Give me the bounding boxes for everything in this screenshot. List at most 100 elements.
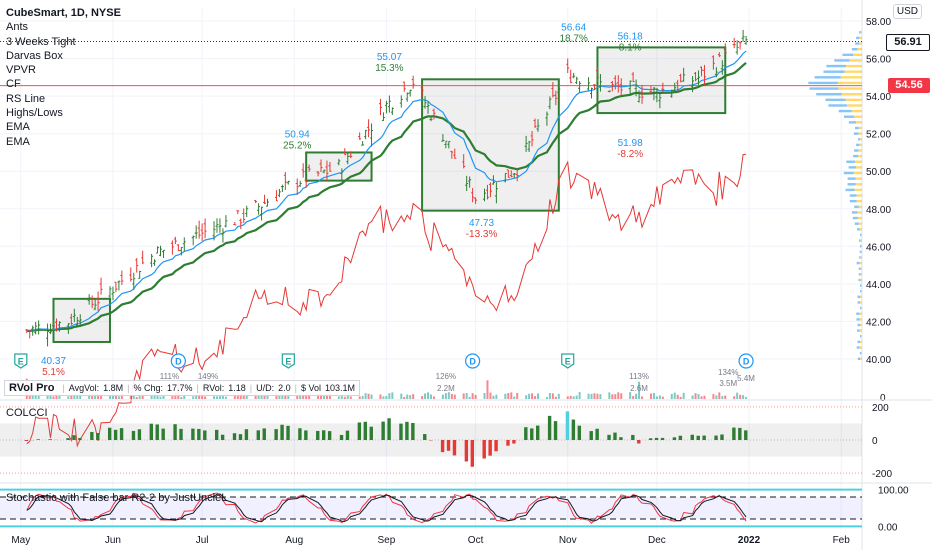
colcci-bar	[720, 434, 724, 440]
annotation-high: 56.64	[561, 23, 586, 34]
colcci-bar	[405, 421, 409, 440]
chart-title: CubeSmart, 1D, NYSE	[6, 7, 121, 19]
vpvr-bar-up	[860, 290, 862, 293]
colcci-bar	[137, 429, 142, 440]
vpvr-bar-up	[858, 273, 861, 276]
earnings-marker	[14, 353, 28, 369]
indicator-ema-2[interactable]: EMA	[6, 135, 30, 148]
volume-bar	[679, 396, 682, 399]
volume-bar	[337, 396, 340, 399]
event-marker-label: E	[18, 357, 24, 367]
indicator-ema-1[interactable]: EMA	[6, 121, 30, 134]
y-tick-label: 58.00	[866, 17, 891, 28]
volume-bar	[430, 394, 432, 399]
volume-bar	[385, 396, 388, 399]
vpvr-bar-down	[860, 323, 862, 327]
volume-bar	[649, 393, 652, 399]
vpvr-bar-down	[837, 81, 862, 85]
indicator-cf[interactable]: CF	[6, 78, 21, 91]
rvol-dollar-vol-value: 103.1M	[325, 383, 356, 393]
colcci-bar	[197, 428, 201, 440]
vpvr-bar-down	[858, 132, 862, 135]
colcci-bar	[36, 439, 41, 440]
vpvr-bar-down	[856, 121, 862, 124]
colcci-bar	[274, 429, 278, 440]
volume-bar	[263, 393, 266, 399]
vpvr-bar-down	[860, 267, 862, 270]
volume-bar	[204, 396, 207, 399]
vpvr-bar-up	[852, 216, 858, 220]
indicator-rs-line[interactable]: RS Line	[6, 92, 46, 105]
event-marker-label: D	[469, 357, 476, 367]
vpvr-bar-down	[857, 216, 862, 220]
indicator-vpvr[interactable]: VPVR	[6, 64, 36, 77]
volume-bar	[46, 393, 49, 399]
y-tick-label: 50.00	[866, 167, 891, 178]
volume-bar	[52, 396, 55, 399]
volume-bar	[632, 396, 635, 399]
colcci-bar	[220, 434, 225, 440]
volume-bar	[566, 396, 569, 399]
stochastic-tick-label: 0.00	[878, 522, 898, 533]
vpvr-bar-down	[855, 183, 862, 186]
volume-bar	[31, 393, 34, 399]
volume-bar	[132, 394, 135, 399]
vpvr-bar-up	[857, 301, 860, 304]
volume-bar	[180, 396, 183, 399]
volume-bar	[49, 393, 52, 399]
volume-bar	[391, 392, 394, 399]
vpvr-bar-down	[860, 31, 862, 34]
currency-button[interactable]: USD	[892, 4, 922, 19]
vpvr-bar-up	[858, 138, 861, 141]
stochastic-pane-label[interactable]: Stochastic with False bar R2-2 by JustUn…	[6, 492, 228, 504]
colcci-bar	[672, 437, 677, 440]
volume-bar	[736, 392, 739, 399]
volume-bar	[673, 392, 676, 399]
vpvr-bar-up	[847, 177, 856, 180]
volume-bar	[242, 394, 245, 399]
vpvr-bar-up	[857, 340, 860, 344]
vpvr-bar-up	[816, 93, 842, 96]
volume-bar	[117, 396, 120, 399]
volume-bar	[97, 394, 100, 399]
volume-bar	[320, 393, 323, 399]
annotation-pct_down: -8.2%	[617, 149, 643, 160]
indicator-ants[interactable]: Ants	[6, 21, 29, 34]
volume-bar	[465, 393, 468, 399]
volume-label: 2.2M	[437, 384, 455, 393]
volume-bar	[100, 394, 103, 399]
volume-bar	[245, 395, 248, 399]
colcci-bar	[660, 437, 665, 440]
vpvr-bar-up	[849, 199, 857, 203]
volume-bar	[218, 396, 221, 399]
volume-bar	[361, 395, 364, 399]
colcci-bar	[654, 437, 659, 440]
colcci-bar	[232, 433, 237, 440]
vpvr-bar-down	[861, 306, 862, 310]
volume-bar	[557, 393, 560, 399]
volume-bar	[444, 393, 447, 399]
indicator-darvas-box[interactable]: Darvas Box	[6, 49, 63, 62]
indicator-highs-lows[interactable]: Highs/Lows	[6, 107, 63, 120]
volume-bar	[37, 393, 40, 399]
volume-bar	[718, 392, 721, 399]
vpvr-bar-down	[859, 143, 862, 147]
indicator-3-weeks-tight[interactable]: 3 Weeks Tight	[6, 35, 76, 48]
rvol-pro-legend[interactable]: RVol Pro | AvgVol: 1.8M | % Chg: 17.7% |…	[4, 380, 361, 396]
volume-bar	[213, 396, 216, 399]
colcci-bar	[339, 434, 344, 440]
vpvr-bar-up	[856, 346, 860, 349]
vpvr-bar-up	[860, 306, 862, 310]
vpvr-bar-up	[860, 335, 862, 338]
rvol-chg-value: 17.7%	[167, 383, 193, 393]
vpvr-bar-down	[857, 47, 862, 51]
volume-bar	[670, 393, 673, 399]
volume-bar	[150, 394, 153, 399]
y-tick-label: 54.00	[866, 92, 891, 103]
ref-price-tag: 54.56	[888, 78, 930, 94]
vpvr-bar-up	[857, 228, 860, 231]
volume-bar	[138, 396, 141, 399]
vpvr-bar-up	[838, 109, 852, 113]
colcci-pane-label[interactable]: COLCCI	[6, 407, 48, 419]
